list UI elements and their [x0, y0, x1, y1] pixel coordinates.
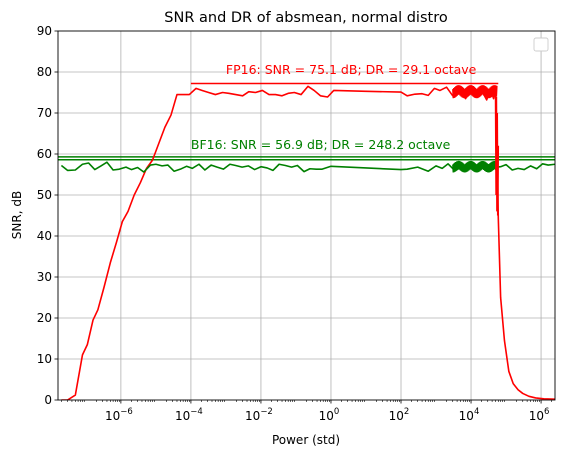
y-tick-label: 50	[37, 188, 52, 202]
y-axis-label: SNR, dB	[10, 191, 24, 239]
y-axis-ticks: 0 10 20 30 40 50 60 70 80 90	[37, 24, 58, 407]
plot-area	[58, 82, 555, 400]
y-tick-label: 20	[37, 311, 52, 325]
y-tick-label: 40	[37, 229, 52, 243]
x-tick-label: 10−6	[105, 407, 133, 423]
series-2-noise	[452, 160, 498, 173]
x-tick-label: 10−4	[175, 407, 203, 423]
y-tick-label: 90	[37, 24, 52, 38]
y-tick-label: 70	[37, 106, 52, 120]
chart-title: SNR and DR of absmean, normal distro	[164, 10, 448, 26]
annotation-label: FP16: SNR = 75.1 dB; DR = 29.1 octave	[226, 62, 477, 77]
annotations: FP16: SNR = 75.1 dB; DR = 29.1 octave BF1…	[191, 62, 477, 152]
y-tick-label: 60	[37, 147, 52, 161]
x-tick-label: 100	[319, 407, 340, 423]
series-line-1	[61, 85, 555, 400]
x-tick-label: 104	[459, 407, 480, 423]
x-tick-label: 10−2	[245, 407, 273, 423]
y-tick-label: 0	[44, 393, 52, 407]
x-tick-label: 102	[389, 407, 410, 423]
legend-box	[533, 37, 549, 52]
x-axis-label: Power (std)	[272, 433, 340, 447]
annotation-label: BF16: SNR = 56.9 dB; DR = 248.2 octave	[191, 137, 451, 152]
series-1-cutoff	[494, 88, 500, 216]
x-axis-ticks: 10−6 10−4 10−2 100 102 104 106	[61, 400, 552, 423]
y-tick-label: 80	[37, 65, 52, 79]
x-tick-label: 106	[529, 407, 550, 423]
series-1-noise	[452, 85, 498, 99]
y-tick-label: 10	[37, 352, 52, 366]
y-tick-label: 30	[37, 270, 52, 284]
